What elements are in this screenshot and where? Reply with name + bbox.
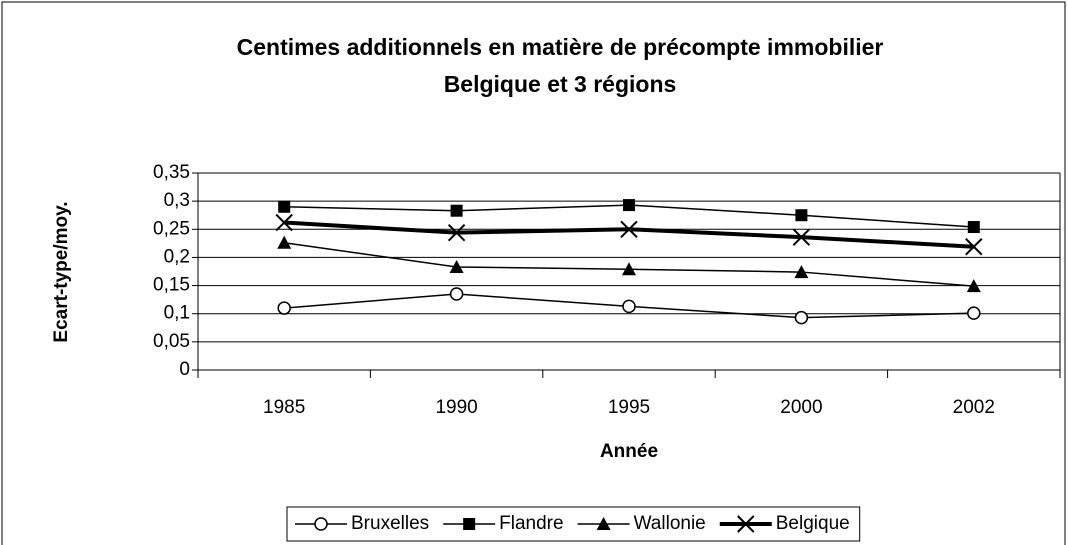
x-tick-label: 2002 [953, 397, 995, 418]
marker [277, 301, 291, 315]
marker [622, 299, 636, 314]
x-tick-label: 1990 [435, 397, 477, 418]
marker [275, 213, 293, 232]
legend-label: Wallonie [634, 513, 706, 534]
y-tick-label: 0,1 [164, 303, 190, 324]
legend-label: Bruxelles [351, 513, 429, 534]
y-tick-label: 0,15 [153, 275, 190, 296]
y-tick-label: 0 [179, 359, 190, 380]
y-tick-label: 0,05 [153, 331, 190, 352]
x-tick-label: 1985 [263, 397, 305, 418]
marker [277, 235, 292, 249]
marker [622, 262, 636, 276]
marker [967, 221, 980, 234]
x-tick-label: 1995 [608, 397, 650, 418]
y-tick-label: 0,25 [153, 218, 190, 239]
chart-subtitle: Belgique et 3 régions [444, 71, 677, 97]
marker [966, 279, 981, 293]
marker [794, 265, 809, 279]
marker [967, 306, 981, 320]
y-axis-title: Ecart-type/moy. [51, 201, 72, 342]
marker [449, 287, 464, 301]
marker [737, 515, 755, 533]
marker [620, 220, 638, 238]
marker [463, 518, 476, 530]
marker [965, 238, 983, 256]
marker [447, 223, 466, 242]
legend-label: Flandre [499, 513, 563, 534]
chart-title: Centimes additionnels en matière de préc… [237, 34, 884, 60]
marker [794, 310, 809, 325]
x-axis-title: Année [600, 441, 658, 462]
y-tick-label: 0,2 [164, 246, 190, 267]
marker [278, 200, 291, 213]
marker [596, 517, 611, 530]
marker [449, 259, 464, 273]
marker [450, 204, 463, 217]
marker [623, 199, 635, 212]
marker [314, 517, 328, 531]
y-tick-label: 0,3 [164, 190, 190, 211]
legend-label: Belgique [776, 513, 850, 534]
y-tick-label: 0,35 [153, 162, 190, 183]
marker [792, 228, 811, 246]
legend: Bruxelles Flandre Wallonie Belgique [286, 506, 861, 542]
marker [795, 209, 808, 222]
x-tick-label: 2000 [780, 397, 822, 418]
